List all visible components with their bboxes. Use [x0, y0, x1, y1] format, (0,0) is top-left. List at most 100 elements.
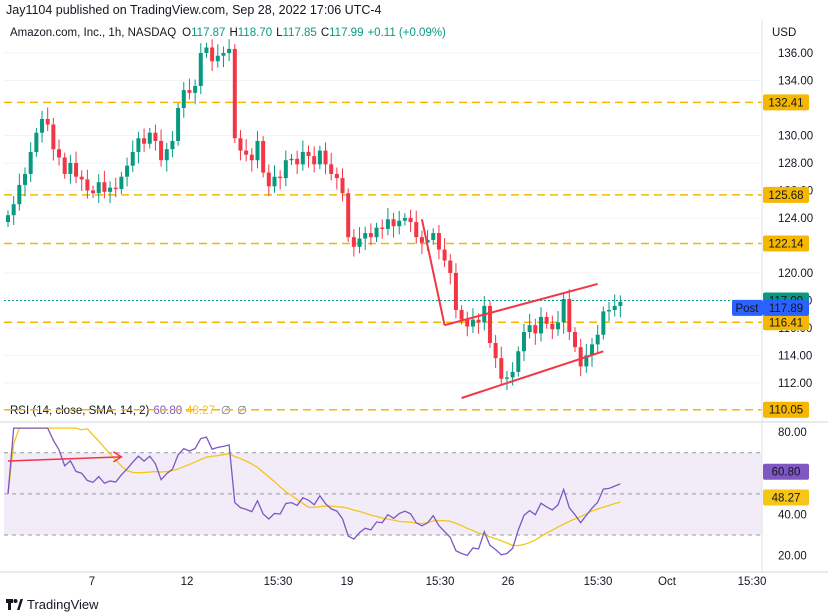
time-tick-label: 15:30	[264, 576, 293, 588]
candle-body	[573, 332, 577, 348]
candle-body	[436, 233, 441, 250]
price-tick-label: 130.00	[778, 130, 813, 142]
post-price-label: 117.89	[769, 303, 803, 315]
time-tick-label: 15:30	[426, 576, 455, 588]
candle-body	[567, 299, 572, 333]
rsi-arrow-line	[7, 456, 122, 462]
candle-body	[544, 316, 549, 324]
candle-body	[601, 311, 606, 335]
high-label: H	[229, 27, 238, 39]
trendlines	[420, 219, 604, 399]
candle-body	[79, 176, 84, 180]
candle-body	[312, 156, 317, 165]
candle-body	[487, 305, 492, 344]
candle-body	[374, 227, 379, 238]
level-price-tag	[763, 94, 809, 111]
candle-body	[232, 48, 237, 139]
candle-body	[181, 90, 186, 108]
hide-icon[interactable]: ∅	[220, 405, 231, 417]
candle-body	[266, 172, 271, 187]
candle-body	[125, 165, 130, 177]
candle-body	[238, 138, 243, 151]
candle-body	[176, 107, 181, 141]
candle-body	[170, 140, 175, 150]
candle-body	[159, 140, 164, 161]
candle-body	[465, 319, 470, 327]
candle-body	[130, 151, 135, 166]
candle-body	[96, 182, 101, 194]
candle-body	[119, 176, 124, 190]
candle-body	[470, 319, 475, 327]
candle-body	[108, 187, 113, 192]
candle-body	[91, 190, 96, 194]
candle-body	[244, 150, 249, 155]
candle-body	[397, 220, 402, 227]
candle-body	[300, 151, 305, 165]
time-tick-label: Oct	[658, 576, 677, 588]
trendline	[461, 350, 604, 399]
candle-body	[607, 310, 612, 312]
candle-body	[510, 371, 515, 378]
price-tick-label: 112.00	[778, 378, 812, 390]
candle-body	[11, 204, 16, 216]
level-price-label: 132.41	[768, 97, 803, 109]
price-legend: Amazon.com, Inc., 1h, NASDAQ O117.87 H118.…	[10, 27, 450, 39]
candle-body	[295, 158, 300, 165]
candle-body	[550, 323, 555, 330]
level-price-label: 110.05	[769, 405, 803, 417]
candle-body	[533, 325, 538, 334]
candle-body	[561, 299, 566, 323]
price-tick-label: 120.00	[778, 268, 813, 280]
candle-body	[527, 325, 532, 333]
candle-body	[323, 150, 328, 165]
candle-body	[210, 47, 215, 62]
time-tick-label: 15:30	[738, 576, 767, 588]
post-tag-label: Post	[735, 303, 759, 315]
candle-body	[453, 272, 458, 311]
candle-body	[187, 90, 192, 93]
price-tick-label: 128.00	[778, 158, 813, 170]
candle-body	[261, 140, 266, 173]
grid-lines	[4, 52, 762, 384]
candle-body	[74, 162, 79, 177]
publisher-header: Jay1104 published on TradingView.com, Se…	[6, 3, 382, 17]
time-tick-label: 12	[181, 576, 194, 588]
rsi-sma-label: 48.27	[772, 492, 801, 504]
candle-body	[6, 215, 10, 223]
candle-body	[385, 219, 390, 229]
low-label: L	[276, 27, 283, 39]
candle-body	[136, 138, 141, 152]
candle-body	[538, 316, 543, 334]
candle-body	[408, 217, 413, 223]
candle-body	[278, 176, 283, 179]
candle-body	[357, 238, 362, 247]
candle-body	[215, 55, 220, 62]
candle-body	[204, 47, 209, 53]
candle-body	[193, 85, 198, 93]
low-value: 117.85	[282, 27, 317, 39]
candle-body	[153, 132, 158, 141]
candle-body	[85, 179, 90, 191]
high-value: 118.70	[237, 27, 273, 39]
rsi-arrow-head	[113, 451, 123, 463]
settings-icon[interactable]: ∅	[236, 405, 247, 417]
candle-body	[578, 347, 583, 367]
price-tick-label: 136.00	[778, 48, 813, 60]
close-value: 117.99	[329, 27, 364, 39]
candle-body	[402, 217, 407, 221]
candle-body	[493, 343, 498, 359]
level-price-label: 116.41	[769, 317, 803, 329]
rsi-label: RSI (14, close, SMA, 14, 2)	[10, 405, 150, 417]
candle-body	[306, 151, 311, 157]
open-value: 117.87	[191, 27, 226, 39]
candles	[6, 39, 623, 391]
post-tag	[732, 299, 763, 316]
candle-body	[249, 154, 254, 161]
candle-body	[351, 237, 356, 247]
candle-body	[283, 160, 288, 179]
rsi-pane	[4, 427, 762, 557]
rsi-sma-line	[7, 427, 621, 547]
candle-body	[521, 332, 526, 352]
candle-body	[45, 118, 50, 125]
rsi-legend-value: 60.80	[153, 405, 183, 417]
